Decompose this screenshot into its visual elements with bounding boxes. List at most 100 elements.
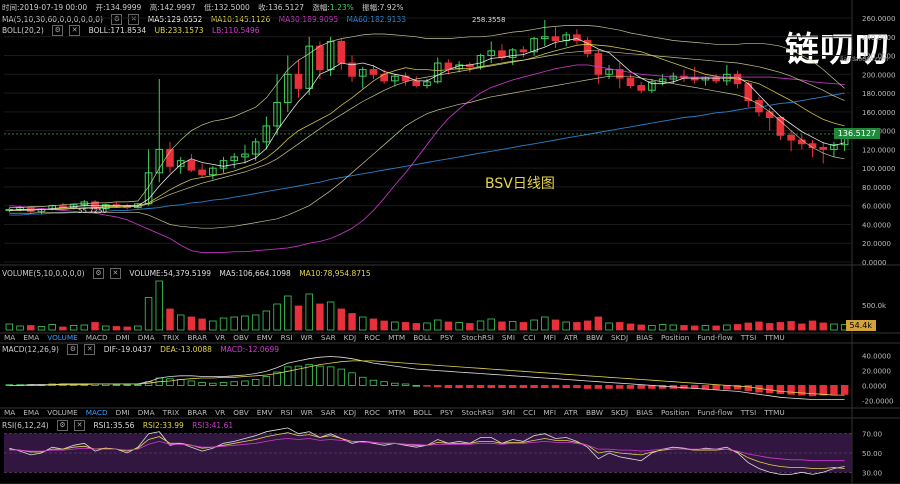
close-icon[interactable]: ✕ [128,14,140,25]
macd-bar [616,385,624,389]
boll-header: BOLL(20,2) ⚙ ✕ BOLL:171.8534 UB:233.1573 … [2,25,266,36]
macd-tab-psy[interactable]: PSY [439,408,454,417]
volume-bar [166,308,174,331]
volume-tab-ema[interactable]: EMA [23,333,40,342]
volume-tab-smi[interactable]: SMI [501,333,516,342]
settings-icon[interactable]: ⚙ [67,344,79,355]
volume-tab-macd[interactable]: MACD [85,333,108,342]
macd-tab-dma[interactable]: DMA [137,408,155,417]
macd-tab-fund-flow[interactable]: Fund-flow [697,408,733,417]
settings-icon[interactable]: ⚙ [111,14,123,25]
volume-bar [369,318,378,331]
volume-bar [134,325,142,331]
volume-tab-mtm[interactable]: MTM [388,333,406,342]
volume-tab-emv[interactable]: EMV [256,333,273,342]
rsi-title: RSI(6,12,24) [2,420,49,430]
volume-tab-boll[interactable]: BOLL [413,333,432,342]
close-icon[interactable]: ✕ [74,420,86,431]
volume-tab-brar[interactable]: BRAR [187,333,208,342]
macd-tab-trix[interactable]: TRIX [162,408,180,417]
volume-tab-kdj[interactable]: KDJ [343,333,357,342]
macd-bar [562,385,570,389]
macd-tab-skdj[interactable]: SKDJ [610,408,629,417]
settings-icon[interactable]: ⚙ [57,420,69,431]
macd-tab-boll[interactable]: BOLL [413,408,432,417]
volume-tab-ma[interactable]: MA [4,333,16,342]
volume-tab-psy[interactable]: PSY [439,333,454,342]
volume-tab-rsi[interactable]: RSI [280,333,293,342]
macd-tab-stochrsi[interactable]: StochRSI [461,408,494,417]
volume-tab-ttmu[interactable]: TTMU [764,333,785,342]
volume-tab-bbw[interactable]: BBW [585,333,603,342]
settings-icon[interactable]: ⚙ [92,268,104,279]
candle-body [819,147,828,150]
boll-lb-value: LB:110.5496 [211,25,260,35]
macd-tab-atr[interactable]: ATR [564,408,578,417]
volume-tab-roc[interactable]: ROC [364,333,381,342]
volume-tab-dma[interactable]: DMA [137,333,155,342]
macd-tab-cci[interactable]: CCI [523,408,536,417]
macd-tab-brar[interactable]: BRAR [187,408,208,417]
volume-bar [27,325,35,331]
volume-tab-stochrsi[interactable]: StochRSI [461,333,494,342]
candle-body [519,49,528,53]
macd-tab-bbw[interactable]: BBW [585,408,603,417]
volume-bar [337,308,346,331]
ohlc-close: 收:136.5127 [258,3,304,12]
macd-tab-ttsi[interactable]: TTSI [740,408,757,417]
macd-bar [583,385,592,389]
volume-tab-fund-flow[interactable]: Fund-flow [697,333,733,342]
candle-body [765,111,774,118]
volume-tab-trix[interactable]: TRIX [162,333,180,342]
volume-bar [519,322,528,331]
volume-bar [648,325,656,331]
candle-body [198,169,206,176]
volume-bar [241,315,249,331]
macd-tab-mtm[interactable]: MTM [388,408,406,417]
macd-bar [508,385,517,389]
macd-tab-vr[interactable]: VR [215,408,226,417]
volume-tab-volume[interactable]: VOLUME [47,333,78,342]
macd-tab-emv[interactable]: EMV [256,408,273,417]
close-icon[interactable]: ✕ [69,25,81,36]
macd-tab-macd[interactable]: MACD [85,408,108,417]
volume-tab-sar[interactable]: SAR [320,333,336,342]
macd-tab-bias[interactable]: BIAS [636,408,653,417]
volume-tab-ttsi[interactable]: TTSI [740,333,757,342]
volume-tab-vr[interactable]: VR [215,333,226,342]
settings-icon[interactable]: ⚙ [52,25,64,36]
close-icon[interactable]: ✕ [84,344,96,355]
volume-tab-position[interactable]: Position [660,333,690,342]
volume-tab-cci[interactable]: CCI [523,333,536,342]
macd-tab-kdj[interactable]: KDJ [343,408,357,417]
y-tick-label: 0.0000 [862,259,887,267]
macd-tab-roc[interactable]: ROC [364,408,381,417]
macd-bar [176,379,185,386]
macd-tab-ema[interactable]: EMA [23,408,40,417]
volume-tab-skdj[interactable]: SKDJ [610,333,629,342]
volume-bar [230,316,238,331]
volume-tab-obv[interactable]: OBV [233,333,249,342]
volume-tab-dmi[interactable]: DMI [115,333,130,342]
macd-tab-dmi[interactable]: DMI [115,408,130,417]
volume-tab-atr[interactable]: ATR [564,333,578,342]
macd-tab-ma[interactable]: MA [4,408,16,417]
volume-tab-wr[interactable]: WR [300,333,313,342]
close-icon[interactable]: ✕ [109,268,121,279]
rsi1-value: RSI1:35.56 [93,420,135,430]
macd-tab-sar[interactable]: SAR [320,408,336,417]
macd-tab-wr[interactable]: WR [300,408,313,417]
volume-bar [262,310,271,331]
macd-tab-rsi[interactable]: RSI [280,408,293,417]
volume-bar [176,314,185,331]
volume-bar [530,319,538,331]
macd-tab-mfi[interactable]: MFI [543,408,557,417]
macd-tab-volume[interactable]: VOLUME [47,408,78,417]
volume-tab-bias[interactable]: BIAS [636,333,653,342]
macd-tab-position[interactable]: Position [660,408,690,417]
macd-tab-smi[interactable]: SMI [501,408,516,417]
macd-tab-obv[interactable]: OBV [233,408,249,417]
volume-tab-mfi[interactable]: MFI [543,333,557,342]
macd-tab-ttmu[interactable]: TTMU [764,408,785,417]
